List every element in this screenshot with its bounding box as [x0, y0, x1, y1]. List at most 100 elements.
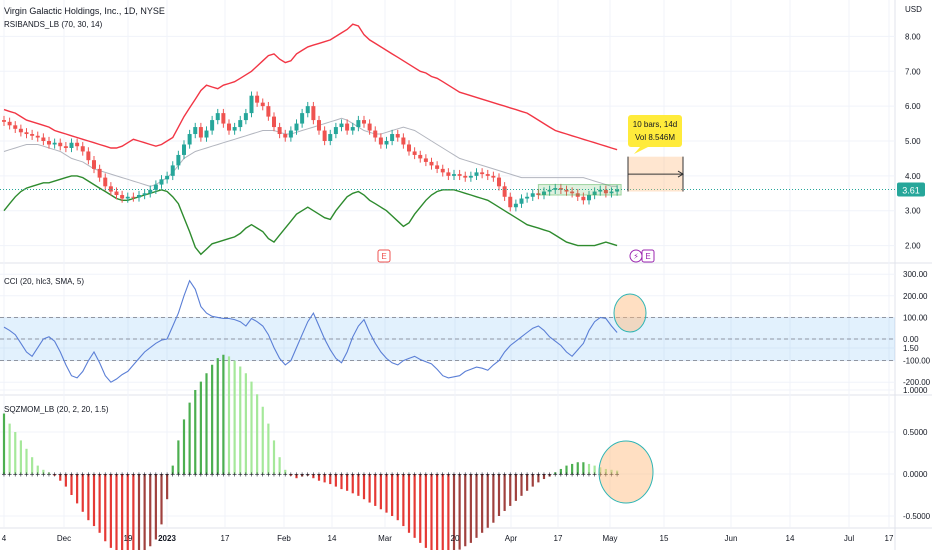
candle-body [480, 172, 485, 175]
candle-body [63, 146, 68, 148]
candle-body [468, 175, 473, 178]
sqz-cross: + [41, 470, 46, 479]
sqz-cross: + [289, 470, 294, 479]
sqz-cross: + [395, 470, 400, 479]
price-pane: 3.61 10 bars, 14d Vol 8.546M E ⚡ E 2.00 3.00 4.0… [0, 5, 925, 263]
arrow-head [677, 170, 684, 178]
sqz-cross: + [125, 470, 130, 479]
cci-tick-label: 300.00 [903, 270, 928, 279]
sqz-cross: + [294, 470, 299, 479]
sqz-cross: + [30, 470, 35, 479]
sqz-title: SQZMOM_LB (20, 2, 20, 1.5) [4, 405, 109, 414]
candle-body [148, 189, 153, 194]
upper-band-line [3, 23, 618, 151]
sqz-cross: + [345, 470, 350, 479]
x-tick-label: 2023 [158, 534, 176, 543]
sqz-cross: + [418, 470, 423, 479]
x-axis: 4 Dec 19 2023 17 Feb 14 Mar 20 Apr 17 May 15 Jun 14 Jul… [2, 534, 894, 543]
candle-body [300, 113, 305, 124]
candle-body [277, 127, 282, 135]
candle-body [182, 144, 186, 155]
sqz-pane: + + + + + + + + + + + + + + + + + + + + + + + + + + + + + + + + + + + + + + + +… [2, 344, 931, 550]
candle-body [519, 198, 524, 204]
candle-body [497, 177, 501, 187]
price-tick-label: 4.00 [905, 172, 921, 181]
candle-body [491, 175, 496, 178]
sqz-cross: + [575, 470, 580, 479]
sqz-tick-label: 1.50 [903, 344, 919, 353]
candle-body [80, 146, 85, 152]
sqz-cross: + [519, 470, 524, 479]
sqz-cross: + [69, 470, 74, 479]
sqz-cross: + [328, 470, 333, 479]
sqz-cross: + [514, 470, 519, 479]
sqz-cross: + [64, 470, 69, 479]
candle-body [457, 174, 462, 176]
sqz-cross: + [255, 470, 260, 479]
x-tick-label: Apr [505, 534, 518, 543]
sqz-cross: + [570, 470, 575, 479]
cci-tick-label: 0.00 [903, 335, 919, 344]
sqz-cross: + [379, 470, 384, 479]
sqz-cross: + [75, 470, 80, 479]
candle-body [249, 95, 254, 114]
price-tick-label: 6.00 [905, 102, 921, 111]
candle-body [13, 125, 18, 129]
cci-highlight-circle [613, 293, 647, 333]
sqz-cross: + [170, 470, 175, 479]
sqz-cross: + [311, 470, 316, 479]
sqz-cross: + [491, 470, 496, 479]
candle-body [92, 160, 96, 169]
candle-body [373, 130, 378, 138]
sqz-cross: + [356, 470, 361, 479]
sqz-cross: + [390, 470, 395, 479]
sqz-cross: + [407, 470, 412, 479]
candle-body [367, 123, 372, 131]
sqz-cross: + [199, 470, 204, 479]
candle-body [401, 137, 406, 145]
indicator-title: RSIBANDS_LB (70, 30, 14) [4, 20, 103, 29]
candle-body [215, 113, 220, 121]
sqz-cross: + [469, 470, 474, 479]
x-tick-label: 14 [328, 534, 337, 543]
bars-label: 10 bars, 14d [633, 120, 677, 129]
chart-title: Virgin Galactic Holdings, Inc., 1D, NYSE [4, 6, 165, 16]
candle-body [345, 123, 350, 131]
earnings-marker: E [381, 252, 386, 261]
candle-body [41, 137, 46, 141]
candle-body [114, 191, 119, 196]
candle-body [47, 141, 51, 145]
sqz-cross: + [97, 470, 102, 479]
candle-body [125, 196, 130, 199]
sqz-cross: + [547, 470, 552, 479]
candle-body [322, 130, 327, 141]
candle-body [581, 196, 586, 201]
sqz-cross: + [502, 470, 507, 479]
sqz-cross: + [592, 470, 597, 479]
candle-body [243, 113, 248, 121]
grid [0, 0, 895, 527]
sqz-cross: + [350, 470, 355, 479]
sqz-cross: + [587, 470, 592, 479]
sqz-cross: + [19, 470, 24, 479]
sqz-cross: + [159, 470, 164, 479]
candle-body [204, 130, 209, 138]
candle-body [210, 120, 215, 131]
sqz-cross: + [463, 470, 468, 479]
candle-body [378, 137, 383, 145]
candle-body [52, 142, 57, 145]
sqz-cross: + [215, 470, 220, 479]
currency-label: USD [905, 5, 922, 14]
sqz-cross: + [384, 470, 389, 479]
sqz-tick-label: -0.5000 [903, 512, 931, 521]
x-tick-label: 17 [885, 534, 894, 543]
sqz-cross: + [362, 470, 367, 479]
candle-body [238, 120, 243, 128]
sqz-cross: + [137, 470, 142, 479]
candle-body [407, 144, 411, 152]
sqz-cross: + [581, 470, 586, 479]
candle-body [227, 123, 231, 131]
sqz-cross: + [424, 470, 429, 479]
sqz-cross: + [598, 470, 603, 479]
